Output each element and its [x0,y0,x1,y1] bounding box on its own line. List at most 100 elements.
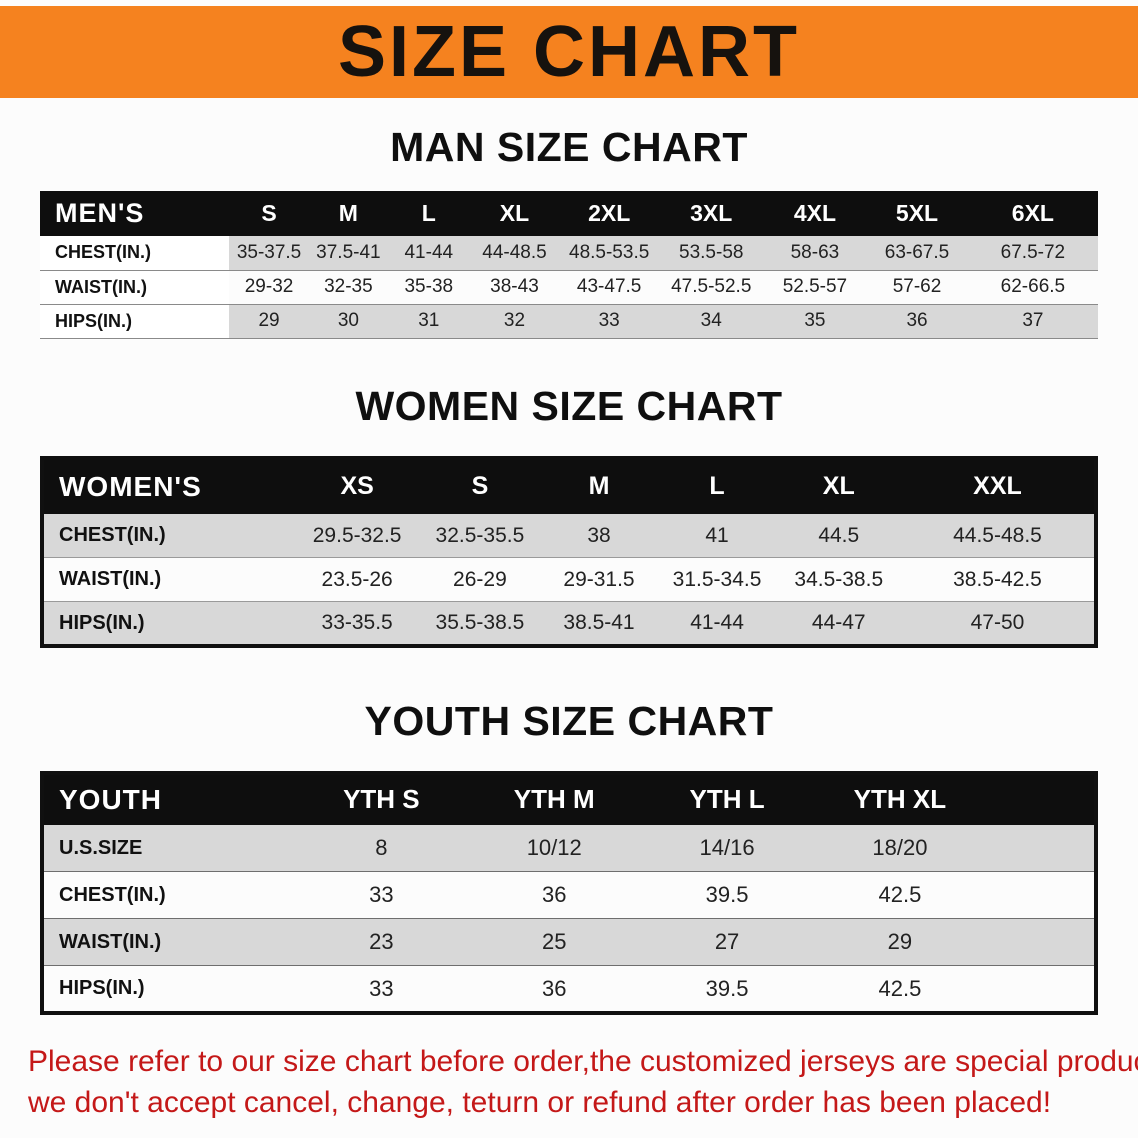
men-size-chart-section: MAN SIZE CHART MEN'S S M L XL 2XL 3XL 4XL 5XL 6XL… [0,124,1138,339]
value-cell: 33-35.5 [294,601,420,646]
value-cell: 52.5-57 [782,276,848,298]
row-label-cell: U.S.SIZE [42,824,295,872]
value-cell: 58-63 [763,236,867,271]
value-cell: 23.5-26 [321,567,393,591]
value-cell: 18/20 [813,824,987,872]
value-cell: 44.5-48.5 [900,513,1096,558]
table-title-cell: YOUTH [42,772,295,825]
value-cell: 38.5-42.5 [953,567,1042,591]
value-cell: 53.5-58 [658,236,764,271]
value-cell: 31 [388,304,470,339]
value-cell: 41-44 [388,236,470,271]
size-column-header: XS [294,457,420,514]
measurement-row: HIPS(IN.) 29 30 31 32 33 34 35 36 37 [40,304,1098,339]
value-cell: 39.5 [705,975,749,1001]
value-cell: 35.5-38.5 [419,601,541,646]
value-cell: 34 [658,304,764,339]
value-cell: 33 [559,304,659,339]
measurement-row: U.S.SIZE 8 10/12 14/16 18/20 [42,824,1096,872]
men-size-table: MEN'S S M L XL 2XL 3XL 4XL 5XL 6XL CHEST(IN.) 35-37… [40,191,1098,339]
header-row: WOMEN'S XS S M L XL XXL [42,457,1096,514]
value-cell: 35-37.5 [229,236,309,271]
value-cell: 38-43 [490,276,539,298]
size-column-header: M [308,191,389,237]
value-cell: 29-31.5 [563,567,635,591]
page-title: SIZE CHART [338,12,800,92]
disclaimer-line-1: Please refer to our size chart before or… [28,1044,1138,1078]
value-cell: 35 [763,304,867,339]
value-cell: 63-67.5 [866,236,968,271]
value-cell: 33 [369,975,394,1001]
value-cell: 32.5-35.5 [419,513,541,558]
value-cell: 32 [469,304,560,339]
measurement-row: CHEST(IN.) 33 36 39.5 42.5 [42,871,1096,919]
value-cell: 37.5-41 [308,236,389,271]
value-cell: 10/12 [467,824,641,872]
value-cell: 47-50 [900,601,1096,646]
value-cell: 44-47 [776,601,901,646]
value-cell: 34.5-38.5 [794,567,884,591]
value-cell: 67.5-72 [967,236,1098,271]
size-column-header: 5XL [866,191,968,237]
value-cell: 41 [657,513,777,558]
measurement-row: HIPS(IN.) 33 36 39.5 42.5 [42,965,1096,1013]
filler-cell [986,872,1096,919]
value-cell: 32-35 [324,276,373,298]
value-cell: 35-38 [404,276,454,298]
size-column-header: YTH M [467,772,641,825]
value-cell: 38 [540,513,658,558]
youth-chart-heading: YOUTH SIZE CHART [364,697,774,744]
size-column-header: S [419,457,541,514]
value-cell: 25 [467,918,641,966]
disclaimer: Please refer to our size chart before or… [0,1041,1138,1124]
size-column-header: XL [469,191,560,237]
value-cell: 29-32 [244,276,294,298]
measurement-row: WAIST(IN.) 29-32 32-35 35-38 38-43 43-47.5 47.… [40,270,1098,305]
size-column-header: YTH XL [813,772,987,825]
size-column-header: L [657,457,777,514]
value-cell: 41-44 [657,601,777,646]
value-cell: 36 [541,975,567,1001]
measurement-row: WAIST(IN.) 23 25 27 29 [42,918,1096,966]
measurement-row: WAIST(IN.) 23.5-26 26-29 29-31.5 31.5-34.5 34… [42,557,1096,602]
value-cell: 23 [294,918,468,966]
measurement-row: CHEST(IN.) 29.5-32.5 32.5-35.5 38 41 44.5 44.5… [42,513,1096,558]
row-label-cell: HIPS(IN.) [40,304,230,339]
size-column-header: M [540,457,658,514]
size-column-header: XL [776,457,901,514]
row-label-cell: WAIST(IN.) [42,918,295,966]
women-chart-heading: WOMEN SIZE CHART [355,382,783,429]
value-cell: 14/16 [640,824,814,872]
value-cell: 30 [308,304,389,339]
table-title-cell: WOMEN'S [42,457,295,514]
size-column-header: 2XL [559,191,659,237]
value-cell: 29.5-32.5 [294,513,420,558]
row-label-cell: WAIST(IN.) [40,270,230,305]
table-title-cell: MEN'S [40,191,230,237]
filler-cell [986,772,1096,825]
value-cell: 38.5-41 [540,601,658,646]
value-cell: 8 [294,824,468,872]
value-cell: 26-29 [453,567,507,591]
youth-size-table: YOUTH YTH S YTH M YTH L YTH XL U.S.SIZE 8 10/12… [40,770,1098,1015]
row-label-cell: CHEST(IN.) [42,513,295,558]
men-chart-heading: MAN SIZE CHART [390,124,748,170]
row-label-cell: HIPS(IN.) [59,977,145,1000]
value-cell: 44.5 [776,513,901,558]
value-cell: 47.5-52.5 [671,276,752,298]
value-cell: 31.5-34.5 [672,567,762,591]
youth-size-chart-section: YOUTH SIZE CHART YOUTH YTH S YTH M YTH L YTH… [0,698,1138,1015]
size-column-header: 4XL [763,191,867,237]
row-label-cell: CHEST(IN.) [40,236,230,271]
size-column-header: XXL [900,457,1096,514]
size-column-header: YTH S [294,772,468,825]
value-cell: 57-62 [892,276,942,298]
measurement-row: HIPS(IN.) 33-35.5 35.5-38.5 38.5-41 41-44 44-… [42,601,1096,646]
value-cell: 39.5 [705,882,749,908]
value-cell: 36 [866,304,968,339]
size-column-header: YTH L [640,772,814,825]
value-cell: 27 [640,918,814,966]
size-column-header: 6XL [967,191,1098,237]
value-cell: 29 [229,304,309,339]
value-cell: 37 [967,304,1098,339]
